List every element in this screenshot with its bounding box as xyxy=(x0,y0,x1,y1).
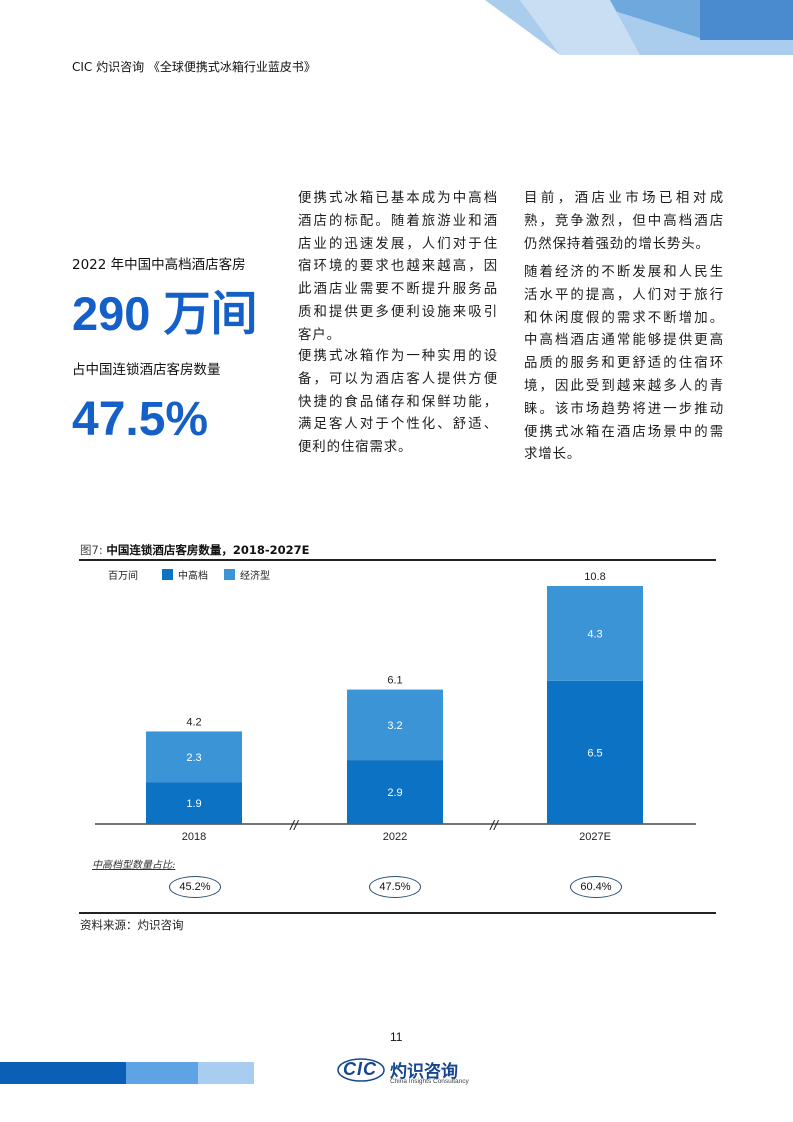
legend-label-economy: 经济型 xyxy=(240,569,270,582)
share-value: 47.5% xyxy=(72,393,209,446)
bar-2027e-mid-high xyxy=(547,680,643,824)
bar-total-label-2018: 4.2 xyxy=(186,716,201,728)
room-count-chart: 百万间 中高档 经济型 1.9 2.3 4.2 2018 2.9 3.2 6.1 2022 6.5 4.… xyxy=(95,569,696,843)
share-oval-2018: 45.2% xyxy=(169,876,221,898)
legend-unit-label: 百万间 xyxy=(108,569,138,582)
column1-paragraph2: 便携式冰箱作为一种实用的设备，可以为酒店客人提供方便快捷的食品储存和保鲜功能，满… xyxy=(298,349,498,456)
bar-value-label-2022-mid-high: 2.9 xyxy=(387,787,402,799)
share-label: 占中国连锁酒店客房数量 xyxy=(72,362,221,378)
bar-total-label-2027e: 10.8 xyxy=(584,571,605,583)
bar-value-label-2018-economy: 2.3 xyxy=(186,752,201,764)
column2-paragraph2: 随着经济的不断发展和人民生活水平的提高，人们对于旅行和休闲度假的需求不断增加。中… xyxy=(524,265,724,463)
legend-swatch-economy xyxy=(224,569,235,580)
logo-chinese-name: 灼识咨询 xyxy=(390,1062,458,1082)
rooms-value: 290 万间 xyxy=(72,287,258,340)
logo-english-name: China Insights Consultancy xyxy=(390,1078,469,1085)
bar-value-label-2022-economy: 3.2 xyxy=(387,720,402,732)
cic-logo-icon: CIC xyxy=(336,1056,386,1084)
legend-swatch-mid-high xyxy=(162,569,173,580)
axis-break-symbol-1: // xyxy=(289,817,300,833)
column1-paragraph1: 便携式冰箱已基本成为中高档酒店的标配。随着旅游业和酒店业的迅速发展，人们对于住宿… xyxy=(298,191,498,343)
bar-2018-economy xyxy=(146,731,242,783)
figure-top-rule xyxy=(79,559,716,561)
figure-bottom-rule xyxy=(79,912,716,914)
share-oval-2027e: 60.4% xyxy=(570,876,622,898)
rooms-label: 2022 年中国中高档酒店客房 xyxy=(72,257,246,273)
share-oval-2022: 47.5% xyxy=(369,876,421,898)
document-header: CIC 灼识咨询 《全球便携式冰箱行业蓝皮书》 xyxy=(72,60,316,74)
column2-paragraph1: 目前，酒店业市场已相对成熟，竞争激烈，但中高档酒店仍然保持着强劲的增长势头。 xyxy=(524,191,724,252)
figure-number: 图7: xyxy=(80,543,103,557)
bar-value-label-2027e-economy: 4.3 xyxy=(587,628,602,640)
figure-source: 资料来源：灼识咨询 xyxy=(80,918,184,932)
header-decoration xyxy=(485,0,793,55)
x-tick-label-2027e: 2027E xyxy=(579,831,611,843)
x-tick-label-2022: 2022 xyxy=(383,831,407,843)
figure-title: 图7: 中国连锁酒店客房数量，2018-2027E xyxy=(80,542,310,558)
bar-value-label-2018-mid-high: 1.9 xyxy=(186,798,201,810)
footer-bar-light xyxy=(198,1062,254,1084)
bar-2027e-economy xyxy=(547,586,643,681)
footer-bar-dark xyxy=(0,1062,126,1084)
page-number: 11 xyxy=(390,1030,403,1044)
footer-bar-mid xyxy=(126,1062,198,1084)
bar-total-label-2022: 6.1 xyxy=(387,675,402,687)
share-caption: 中高档型数量占比: xyxy=(92,860,176,871)
logo-mark-text: CIC xyxy=(343,1059,377,1079)
bar-value-label-2027e-mid-high: 6.5 xyxy=(587,747,602,759)
x-tick-label-2018: 2018 xyxy=(182,831,206,843)
axis-break-symbol-2: // xyxy=(489,817,500,833)
bar-2022-economy xyxy=(347,689,443,761)
bar-2022-mid-high xyxy=(347,760,443,824)
legend-label-mid-high: 中高档 xyxy=(178,569,208,582)
bar-2018-mid-high xyxy=(146,782,242,824)
figure-title-text: 中国连锁酒店客房数量，2018-2027E xyxy=(106,543,310,557)
